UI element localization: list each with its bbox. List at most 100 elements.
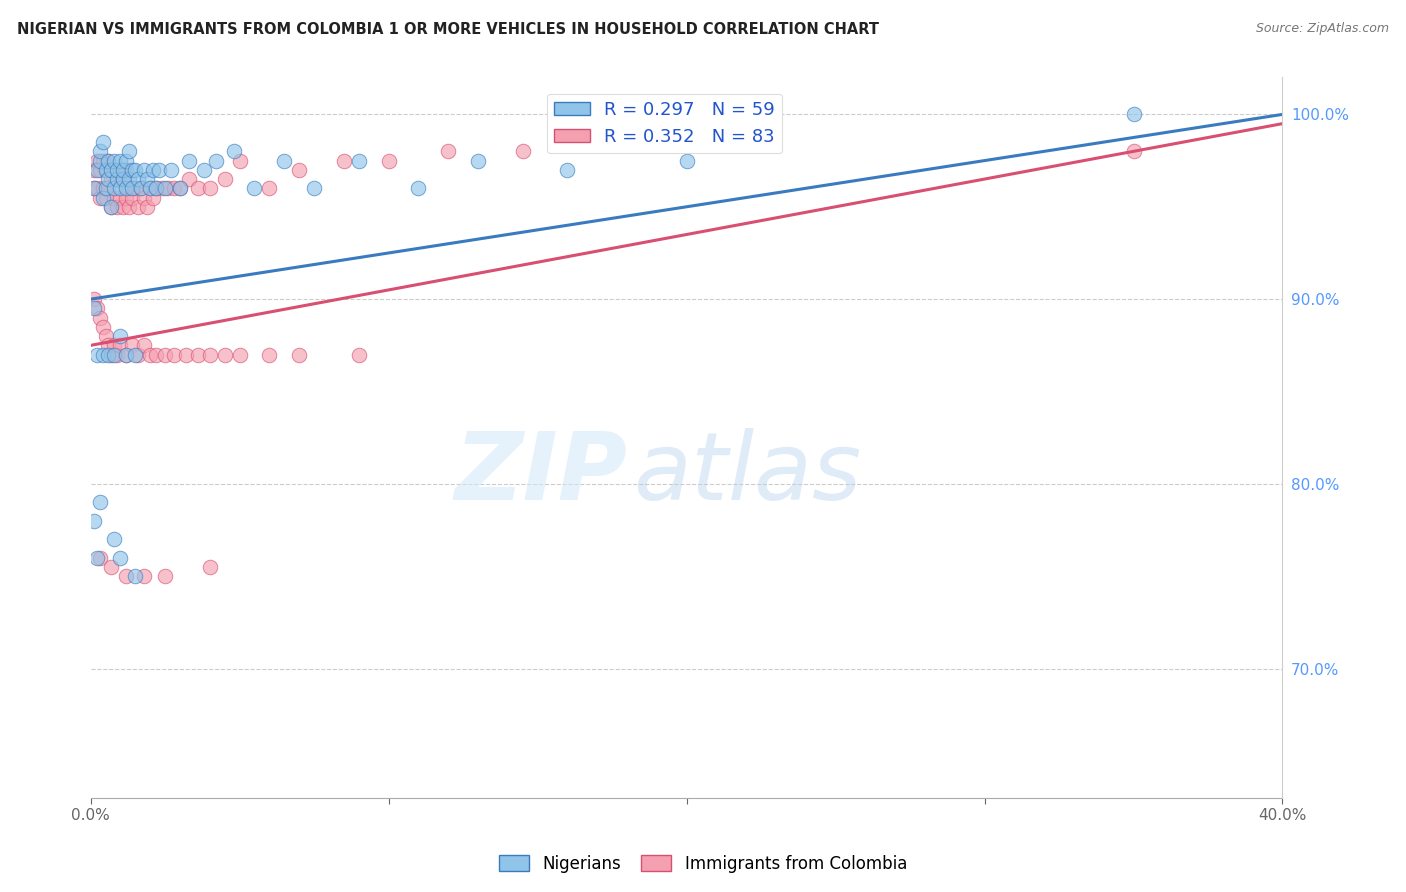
Point [333,153,356,168]
Point [107,348,129,362]
Point [160,162,183,177]
Point [107,172,129,186]
Point [100,560,122,574]
Point [91,135,114,149]
Point [214,172,236,186]
Point [103,533,125,547]
Point [228,153,250,168]
Point [86,153,108,168]
Point [112,172,135,186]
Point [89,190,111,204]
Point [127,348,149,362]
Point [259,181,281,195]
Point [94,181,117,195]
Point [139,181,162,195]
Point [103,181,125,195]
Point [118,181,141,195]
Point [163,348,186,362]
Point [110,329,132,343]
Point [228,348,250,362]
Point [115,190,138,204]
Point [94,329,117,343]
Point [127,200,149,214]
Point [107,200,129,214]
Point [107,162,129,177]
Point [86,348,108,362]
Point [110,162,132,177]
Point [1122,145,1144,159]
Point [86,162,108,177]
Point [115,348,138,362]
Point [115,348,138,362]
Point [89,153,111,168]
Point [124,181,146,195]
Point [103,162,125,177]
Point [153,348,176,362]
Point [163,181,186,195]
Point [100,200,122,214]
Point [437,145,460,159]
Point [675,153,697,168]
Point [100,348,122,362]
Point [115,162,138,177]
Point [110,550,132,565]
Point [91,319,114,334]
Point [134,338,156,352]
Point [193,162,215,177]
Point [103,190,125,204]
Point [94,190,117,204]
Point [97,181,120,195]
Point [94,162,117,177]
Point [174,348,197,362]
Point [110,153,132,168]
Point [198,560,221,574]
Point [118,145,141,159]
Point [467,153,489,168]
Text: Source: ZipAtlas.com: Source: ZipAtlas.com [1256,22,1389,36]
Point [142,162,165,177]
Point [1122,107,1144,121]
Point [153,181,176,195]
Point [89,550,111,565]
Point [145,181,167,195]
Point [169,181,191,195]
Point [512,145,534,159]
Point [187,348,209,362]
Point [100,162,122,177]
Point [177,153,200,168]
Point [110,181,132,195]
Point [127,172,149,186]
Point [112,200,135,214]
Point [100,200,122,214]
Point [121,190,143,204]
Point [302,181,325,195]
Point [115,569,138,583]
Point [347,348,370,362]
Point [103,338,125,352]
Point [86,301,108,316]
Point [89,495,111,509]
Point [129,181,152,195]
Point [273,153,295,168]
Point [110,338,132,352]
Point [557,162,579,177]
Point [121,181,143,195]
Point [187,181,209,195]
Point [91,190,114,204]
Text: ZIP: ZIP [454,428,627,520]
Legend: R = 0.297   N = 59, R = 0.352   N = 83: R = 0.297 N = 59, R = 0.352 N = 83 [547,94,782,153]
Point [86,550,108,565]
Point [83,514,105,528]
Point [288,348,311,362]
Point [97,348,120,362]
Point [110,190,132,204]
Point [150,181,173,195]
Point [91,348,114,362]
Point [134,569,156,583]
Point [118,200,141,214]
Point [124,162,146,177]
Point [259,348,281,362]
Point [124,348,146,362]
Point [83,181,105,195]
Point [89,162,111,177]
